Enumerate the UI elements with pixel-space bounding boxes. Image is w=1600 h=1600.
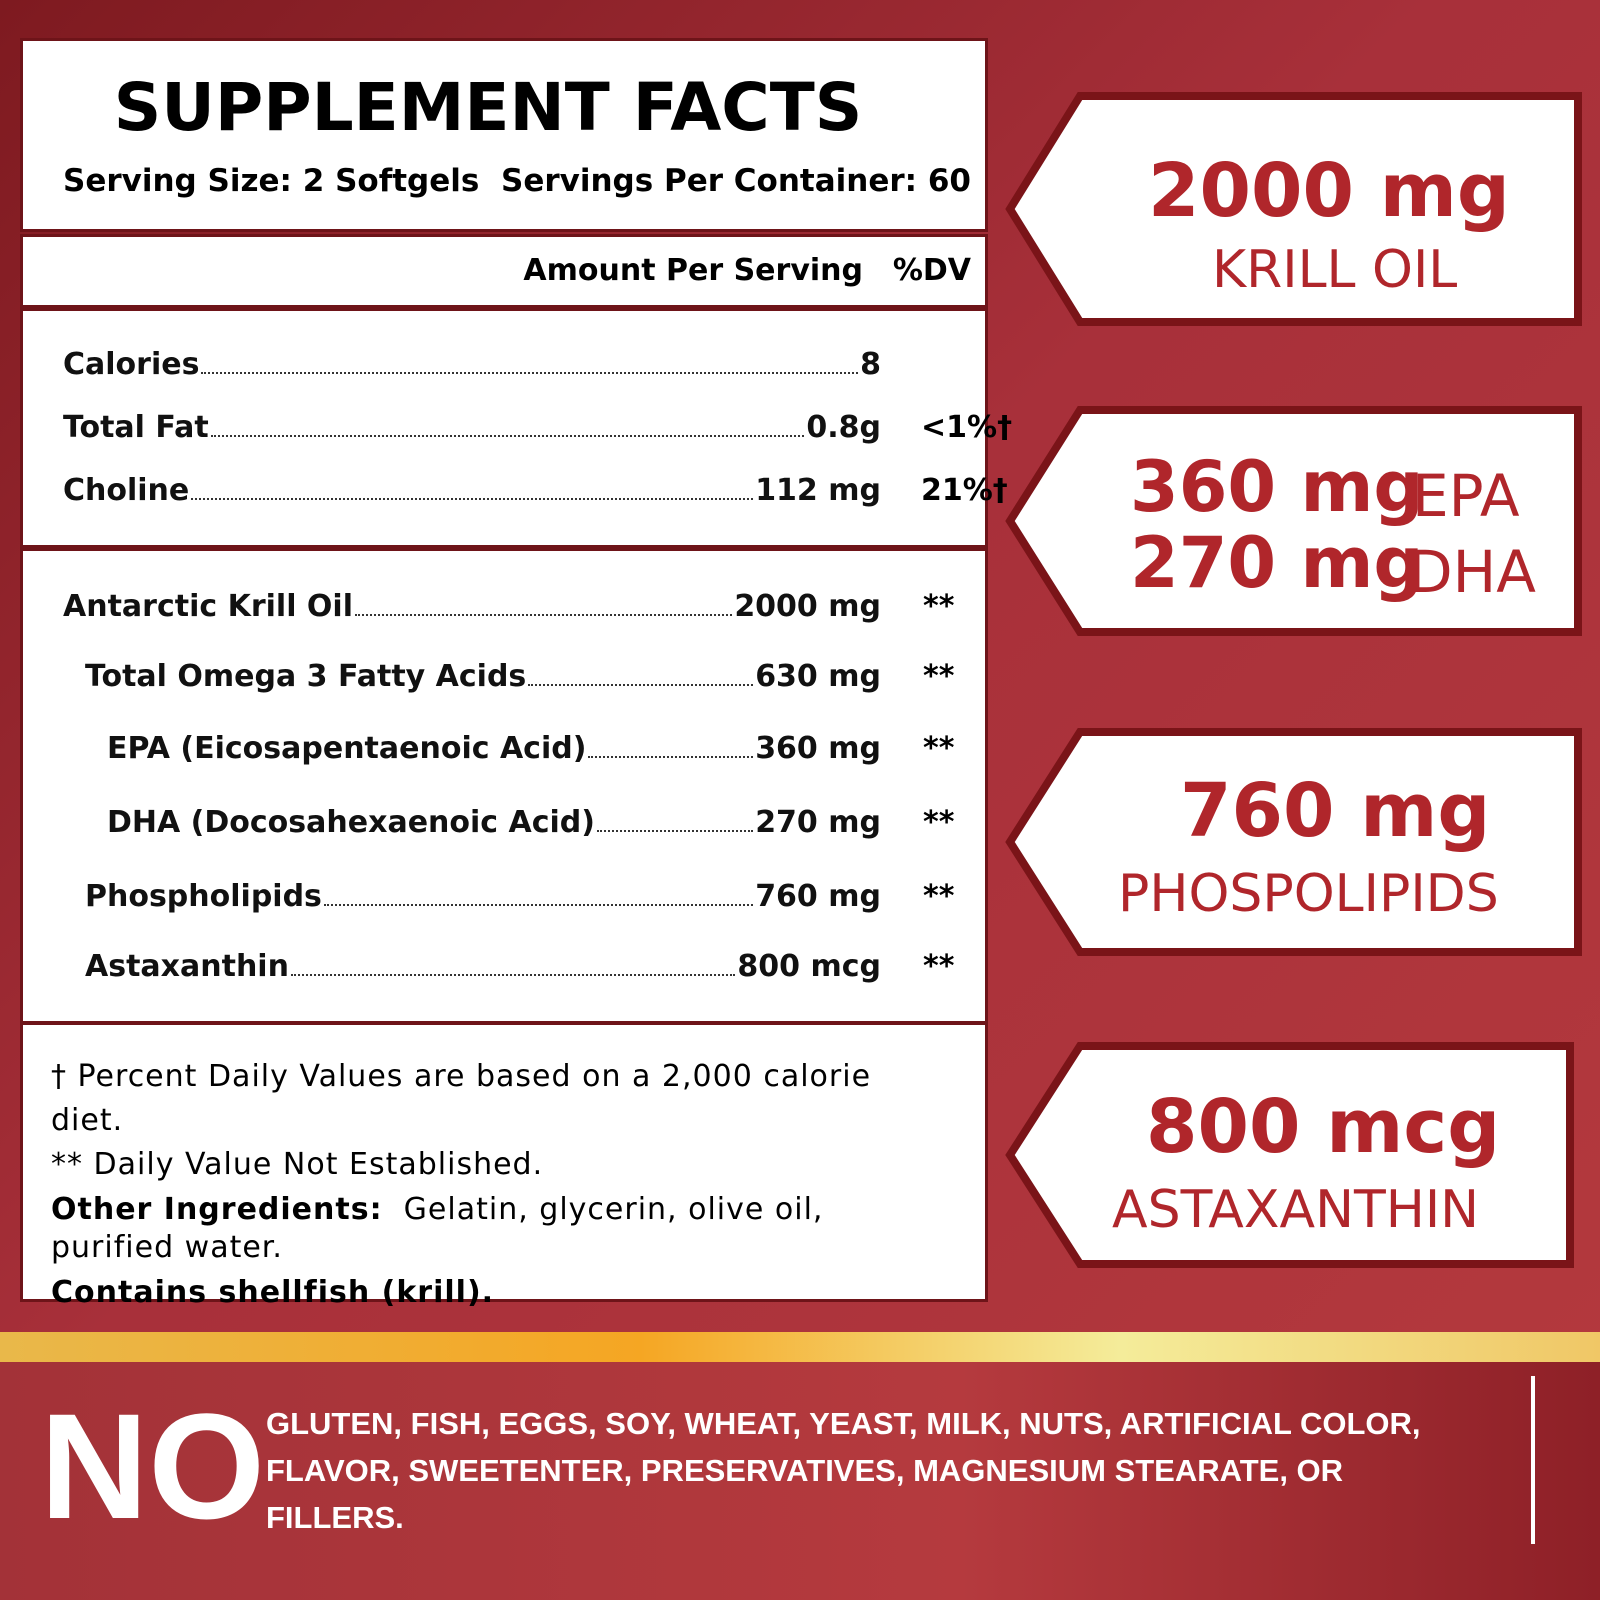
- nutrient-amount: 0.8g: [806, 410, 881, 445]
- callout-shape: [1005, 1042, 1574, 1268]
- nutrients-box: Calories 8 Total Fat 0.8g <1%† Choline 112 …: [20, 308, 1012, 548]
- ingredient-amount: 630 mg: [755, 659, 881, 694]
- banner-text: GLUTEN, FISH, EGGS, SOY, WHEAT, YEAST, M…: [266, 1406, 1421, 1535]
- callout-shape: [1005, 92, 1582, 326]
- other-ingredients: Other Ingredients: Gelatin, glycerin, ol…: [51, 1191, 951, 1267]
- callout-label: KRILL OIL: [1212, 240, 1458, 300]
- footnote: ** Daily Value Not Established.: [51, 1147, 544, 1182]
- ingredient-dv: **: [923, 879, 955, 914]
- allergen: Contains shellfish (krill).: [51, 1275, 495, 1310]
- ingredient-row: EPA (Eicosapentaenoic Acid) 360 mg: [107, 731, 881, 766]
- callout-amount: 270 mg: [1130, 522, 1424, 604]
- ingredient-name: Phospholipids: [85, 879, 322, 914]
- footnotes-box: † Percent Daily Values are based on a 2,…: [20, 1022, 988, 1310]
- callout-amount: 2000 mg: [1148, 148, 1510, 234]
- ingredient-dv: **: [923, 805, 955, 840]
- title: SUPPLEMENT FACTS: [113, 69, 863, 146]
- ingredient-name: Astaxanthin: [85, 949, 289, 984]
- ingredient-amount: 270 mg: [755, 805, 881, 840]
- banner-no: NO: [40, 1382, 265, 1550]
- ingredient-dv: **: [923, 949, 955, 984]
- other-ingredients-label: Other Ingredients:: [51, 1192, 383, 1227]
- ingredient-row: Antarctic Krill Oil 2000 mg: [63, 589, 881, 624]
- nutrient-row: Total Fat 0.8g: [63, 410, 881, 445]
- ingredient-amount: 760 mg: [755, 879, 881, 914]
- callout-label: DHA: [1408, 538, 1536, 606]
- ingredient-row: DHA (Docosahexaenoic Acid) 270 mg: [107, 805, 881, 840]
- column-header: %DV: [892, 253, 971, 288]
- callout-label: PHOSPOLIPIDS: [1118, 864, 1499, 924]
- nutrient-row: Calories 8: [63, 347, 881, 382]
- column-header-box: Amount Per Serving %DV: [20, 234, 988, 308]
- nutrient-dv: <1%†: [921, 410, 1013, 445]
- ingredient-name: EPA (Eicosapentaenoic Acid): [107, 731, 587, 766]
- ingredient-dv: **: [923, 659, 955, 694]
- banner: NO GLUTEN, FISH, EGGS, SOY, WHEAT, YEAST…: [0, 1362, 1600, 1600]
- ingredient-row: Astaxanthin 800 mcg: [85, 949, 881, 984]
- other-ingredients-text: Gelatin, glycerin, olive oil, purified w…: [51, 1192, 824, 1265]
- ingredient-name: Antarctic Krill Oil: [63, 589, 353, 624]
- callout-label: ASTAXANTHIN: [1112, 1180, 1480, 1240]
- footnote: † Percent Daily Values are based on a 2,…: [51, 1059, 872, 1138]
- nutrient-amount: 8: [860, 347, 881, 382]
- nutrient-name: Calories: [63, 347, 200, 382]
- callout-amount: 360 mg: [1130, 446, 1424, 528]
- ingredient-name: Total Omega 3 Fatty Acids: [85, 659, 527, 694]
- servings-per-container: Servings Per Container: 60: [501, 163, 971, 199]
- callout-shape: [1005, 406, 1582, 636]
- ingredients-box: Antarctic Krill Oil 2000 mg ** Total Omeg…: [20, 548, 988, 1024]
- nutrient-amount: 112 mg: [755, 473, 881, 508]
- nutrient-name: Choline: [63, 473, 190, 508]
- serving-size: Serving Size: 2 Softgels: [63, 163, 480, 199]
- callout-shape: [1005, 728, 1582, 956]
- ingredient-amount: 360 mg: [755, 731, 881, 766]
- ingredient-amount: 800 mcg: [737, 949, 881, 984]
- divider: [1531, 1376, 1535, 1544]
- ingredient-name: DHA (Docosahexaenoic Acid): [107, 805, 595, 840]
- ingredient-row: Phospholipids 760 mg: [85, 879, 881, 914]
- ingredient-dv: **: [923, 731, 955, 766]
- callout-amount: 760 mg: [1180, 768, 1491, 854]
- ingredient-amount: 2000 mg: [734, 589, 881, 624]
- callout-label: EPA: [1412, 462, 1520, 530]
- callout-amount: 800 mcg: [1146, 1084, 1501, 1170]
- nutrient-row: Choline 112 mg: [63, 473, 881, 508]
- nutrient-dv: 21%†: [921, 473, 1008, 508]
- header-box: SUPPLEMENT FACTS Serving Size: 2 Softgel…: [20, 38, 988, 232]
- gold-stripe: [0, 1332, 1600, 1362]
- nutrient-name: Total Fat: [63, 410, 209, 445]
- ingredient-row: Total Omega 3 Fatty Acids 630 mg: [85, 659, 881, 694]
- ingredient-dv: **: [923, 589, 955, 624]
- callout-shapes: [1005, 92, 1582, 1268]
- column-header: Amount Per Serving: [523, 253, 863, 288]
- footnotes: † Percent Daily Values are based on a 2,…: [51, 1055, 951, 1315]
